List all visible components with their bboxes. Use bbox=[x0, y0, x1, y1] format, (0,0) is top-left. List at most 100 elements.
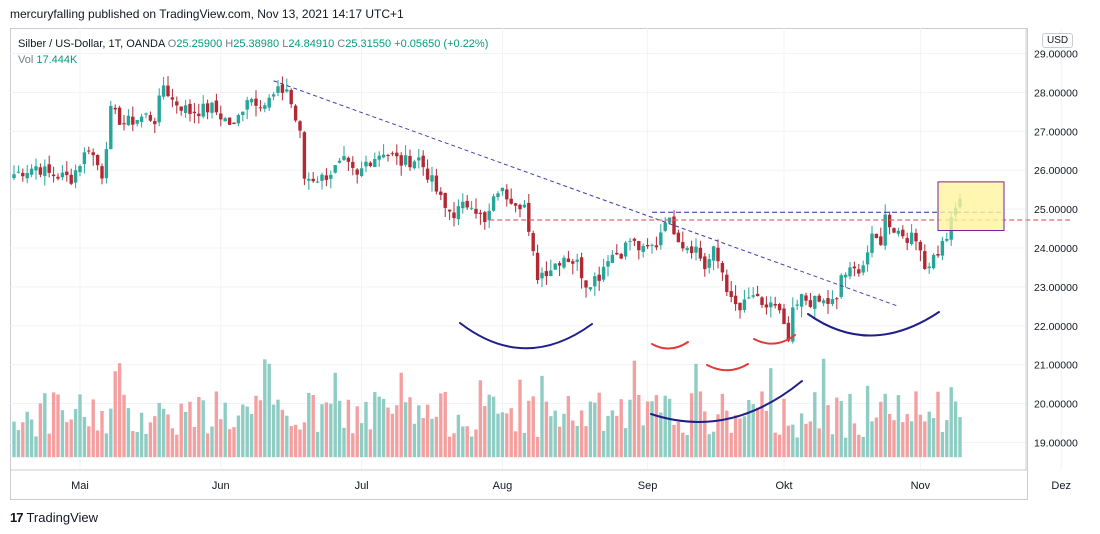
candle-body bbox=[870, 233, 874, 253]
volume-bar bbox=[417, 405, 421, 458]
volume-bar bbox=[755, 407, 760, 458]
candle-body bbox=[663, 222, 667, 231]
candle-body bbox=[113, 107, 117, 110]
sub-arc-right bbox=[753, 334, 796, 345]
volume-bar bbox=[241, 404, 245, 458]
volume-bar bbox=[395, 405, 399, 458]
volume-bar bbox=[95, 430, 100, 458]
candle-body bbox=[755, 293, 760, 297]
candle-body bbox=[782, 308, 786, 325]
volume-bar bbox=[135, 432, 139, 458]
brand-name: TradingView bbox=[26, 510, 99, 525]
candle-body bbox=[170, 97, 175, 100]
candle-body bbox=[553, 263, 557, 270]
volume-bar bbox=[659, 412, 663, 458]
price-chart[interactable]: 19.00000 20.00000 21.00000 22.00000 23.00000… bbox=[10, 28, 1090, 500]
candle-body bbox=[544, 271, 549, 277]
candle-body bbox=[597, 274, 601, 281]
volume-bar bbox=[408, 397, 412, 458]
candle-body bbox=[927, 266, 931, 269]
volume-bar bbox=[927, 411, 931, 458]
candle-body bbox=[821, 300, 826, 304]
volume-bar bbox=[474, 429, 478, 458]
volume-bar bbox=[78, 394, 82, 458]
volume-bar bbox=[733, 415, 738, 458]
volume-bar bbox=[848, 393, 852, 458]
candle-body bbox=[791, 307, 795, 342]
volume-bar bbox=[883, 393, 887, 458]
candle-body bbox=[258, 107, 263, 109]
volume-bar bbox=[747, 399, 751, 458]
volume-bar bbox=[689, 393, 694, 458]
volume-row: Vol 17.444K bbox=[18, 52, 488, 68]
sub-arc-left bbox=[651, 341, 689, 350]
sub-arc-center bbox=[706, 363, 749, 372]
volume-bar bbox=[157, 402, 161, 458]
volume-bar bbox=[465, 426, 469, 458]
y-tick-label: 22.00000 bbox=[1034, 321, 1078, 333]
candle-body bbox=[623, 242, 628, 257]
candle-body bbox=[408, 155, 412, 168]
candle-body bbox=[606, 261, 610, 267]
volume-bar bbox=[593, 402, 597, 458]
volume-bar bbox=[817, 428, 821, 458]
volume-bar bbox=[65, 422, 69, 458]
volume-bar bbox=[628, 399, 632, 458]
volume-bar bbox=[654, 395, 659, 458]
candle-body bbox=[469, 207, 474, 209]
volume-bar bbox=[575, 425, 579, 458]
candle-body bbox=[905, 238, 909, 243]
volume-bar bbox=[469, 436, 474, 458]
candle-body bbox=[452, 212, 456, 219]
candle-body bbox=[896, 230, 901, 234]
volume-bar bbox=[12, 421, 16, 458]
volume-bar bbox=[518, 379, 522, 458]
candle-body bbox=[254, 98, 258, 106]
candle-body bbox=[901, 229, 905, 237]
volume-bar bbox=[949, 387, 953, 458]
candle-body bbox=[157, 95, 161, 123]
candle-body bbox=[434, 175, 439, 192]
volume-bar bbox=[307, 392, 311, 458]
candle-body bbox=[923, 251, 927, 269]
candle-body bbox=[245, 100, 249, 110]
volume-bar bbox=[773, 432, 777, 458]
candle-body bbox=[813, 296, 817, 309]
candle-body bbox=[51, 174, 56, 177]
volume-bar bbox=[205, 433, 210, 458]
footer-brand[interactable]: 17 TradingView bbox=[10, 510, 98, 525]
volume-bar bbox=[166, 414, 170, 458]
candle-body bbox=[60, 172, 65, 178]
y-tick-label: 25.00000 bbox=[1034, 204, 1078, 216]
volume-bar bbox=[672, 424, 676, 458]
candle-body bbox=[368, 162, 373, 167]
candle-body bbox=[43, 166, 47, 176]
candle-body bbox=[91, 152, 95, 156]
volume-bar bbox=[232, 427, 236, 458]
volume-bar bbox=[377, 396, 381, 458]
candle-body bbox=[601, 266, 606, 280]
candle-body bbox=[500, 187, 505, 192]
volume-bar bbox=[179, 403, 183, 458]
volume-bar bbox=[909, 421, 914, 458]
volume-bar bbox=[258, 400, 263, 458]
volume-bar bbox=[738, 418, 742, 458]
candle-body bbox=[852, 266, 857, 269]
candle-body bbox=[302, 132, 307, 179]
candle-body bbox=[337, 160, 342, 163]
volume-bar bbox=[461, 426, 465, 458]
candle-body bbox=[12, 174, 16, 179]
volume-bar bbox=[892, 420, 896, 458]
volume-bar bbox=[584, 426, 588, 458]
candle-body bbox=[632, 238, 637, 241]
candle-body bbox=[689, 246, 694, 254]
candle-body bbox=[131, 116, 135, 125]
volume-bar bbox=[615, 415, 619, 458]
candle-body bbox=[729, 291, 733, 298]
candle-body bbox=[315, 181, 320, 183]
candle-body bbox=[412, 161, 417, 169]
volume-bar bbox=[826, 405, 830, 458]
symbol-title[interactable]: Silber / US-Dollar, 1T, OANDA bbox=[18, 38, 165, 50]
volume-bar bbox=[509, 408, 513, 458]
currency-badge[interactable]: USD bbox=[1042, 33, 1074, 48]
